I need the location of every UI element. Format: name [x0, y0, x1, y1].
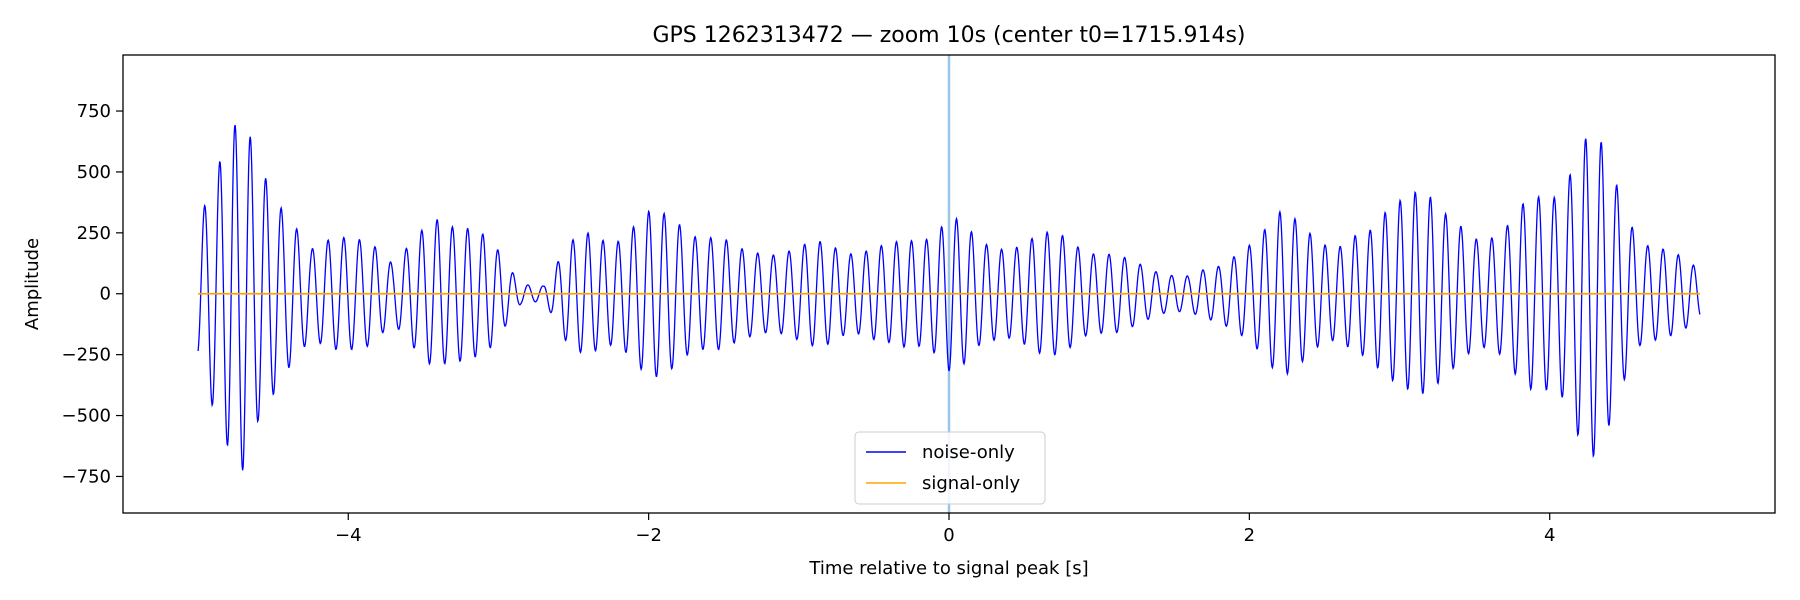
x-tick-label: −4	[335, 525, 362, 546]
y-tick-label: −250	[62, 345, 111, 366]
axis-ticks: −4 −2 0 2 4 −750 −500 −250 0 250 500 750	[62, 101, 1556, 546]
x-tick-label: 2	[1244, 525, 1255, 546]
x-tick-label: 4	[1544, 525, 1555, 546]
y-tick-label: 750	[77, 101, 111, 122]
legend-label-noise-only: noise-only	[922, 442, 1015, 463]
y-tick-label: −750	[62, 466, 111, 487]
x-tick-label: −2	[635, 525, 662, 546]
y-tick-label: 0	[100, 284, 111, 305]
legend-box	[854, 431, 1046, 505]
x-tick-label: 0	[943, 525, 954, 546]
y-tick-label: 250	[77, 223, 111, 244]
legend: noise-only signal-only	[854, 431, 1046, 505]
y-tick-label: 500	[77, 162, 111, 183]
series-line-noise-only	[197, 124, 1701, 471]
y-axis-label: Amplitude	[22, 238, 43, 330]
legend-label-signal-only: signal-only	[922, 473, 1020, 494]
chart-title: GPS 1262313472 — zoom 10s (center t0=171…	[652, 23, 1245, 48]
y-tick-label: −500	[62, 406, 111, 427]
x-axis-label: Time relative to signal peak [s]	[808, 558, 1088, 579]
